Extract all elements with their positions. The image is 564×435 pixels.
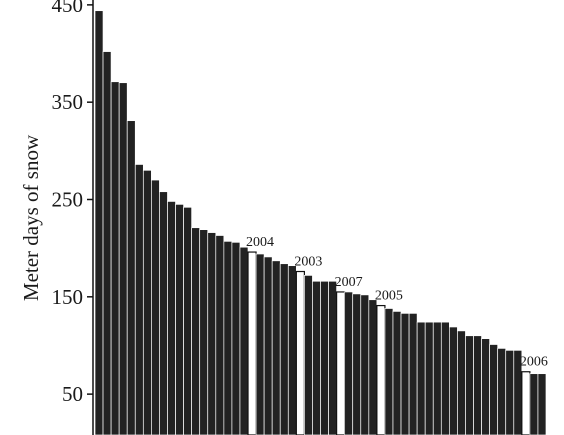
highlight-year-label: 2005 bbox=[375, 289, 403, 304]
bar bbox=[424, 321, 434, 435]
bar bbox=[118, 82, 128, 435]
bar bbox=[400, 313, 410, 435]
highlight-year-label: 2004 bbox=[246, 235, 274, 250]
bar bbox=[207, 232, 217, 435]
bar bbox=[352, 293, 362, 435]
bar bbox=[126, 120, 136, 435]
bar bbox=[199, 229, 209, 435]
bar bbox=[215, 235, 225, 435]
highlight-year-label: 2006 bbox=[520, 355, 548, 370]
bar bbox=[473, 335, 482, 435]
highlight-bar bbox=[247, 251, 257, 435]
bar bbox=[263, 256, 273, 435]
bar bbox=[239, 246, 249, 435]
bar bbox=[465, 335, 474, 435]
bar bbox=[255, 253, 265, 435]
bar bbox=[489, 344, 499, 435]
highlight-bar bbox=[336, 291, 346, 435]
bar bbox=[392, 311, 402, 435]
bar bbox=[408, 313, 418, 435]
bar bbox=[440, 321, 450, 435]
bar bbox=[328, 280, 337, 435]
bar bbox=[159, 191, 168, 435]
bar bbox=[384, 308, 394, 435]
bar bbox=[457, 330, 466, 435]
bar bbox=[312, 280, 321, 435]
y-tick-label: 450 bbox=[52, 0, 84, 17]
bar bbox=[537, 373, 547, 435]
y-tick-label: 150 bbox=[52, 285, 84, 309]
bar bbox=[110, 81, 120, 435]
highlight-bar bbox=[295, 270, 305, 435]
bar bbox=[151, 179, 160, 435]
bar bbox=[223, 240, 233, 435]
bar bbox=[142, 169, 152, 435]
bar bbox=[279, 263, 289, 435]
bar bbox=[175, 204, 184, 435]
highlight-labels: 2004 2003 2007 2005 2006 bbox=[246, 235, 548, 370]
bar bbox=[529, 373, 539, 435]
y-tick-label: 250 bbox=[52, 187, 84, 211]
bar bbox=[102, 51, 112, 435]
bar bbox=[183, 206, 192, 435]
bar bbox=[505, 349, 515, 435]
y-tick-label: 350 bbox=[52, 90, 84, 114]
highlight-year-label: 2007 bbox=[335, 275, 363, 290]
bar bbox=[481, 338, 490, 435]
bar bbox=[360, 294, 370, 435]
bar bbox=[320, 280, 329, 435]
bar bbox=[167, 201, 176, 435]
highlight-year-label: 2003 bbox=[294, 255, 322, 270]
y-axis-ticks: 50 150 250 350 450 bbox=[52, 0, 93, 406]
bar bbox=[449, 326, 458, 435]
bars-group bbox=[94, 10, 547, 435]
bar bbox=[416, 321, 426, 435]
bar bbox=[271, 260, 281, 435]
bar bbox=[134, 164, 144, 435]
y-axis-title: Meter days of snow bbox=[19, 134, 43, 301]
bar bbox=[432, 321, 442, 435]
bar bbox=[231, 241, 241, 435]
bar bbox=[287, 265, 297, 435]
bar bbox=[304, 275, 313, 435]
highlight-bar bbox=[521, 371, 531, 435]
bar bbox=[497, 348, 507, 435]
highlight-bar bbox=[376, 304, 386, 435]
bar bbox=[94, 10, 104, 435]
bar bbox=[191, 227, 201, 435]
bar bbox=[368, 299, 378, 435]
bar bbox=[344, 291, 354, 435]
y-tick-label: 50 bbox=[62, 382, 83, 406]
